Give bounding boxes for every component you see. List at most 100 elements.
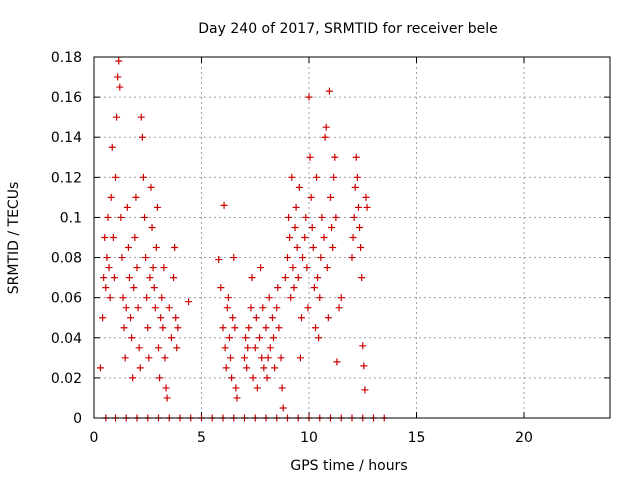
data-point-plus-marker [314,274,322,282]
data-point-plus-marker [217,284,225,292]
data-point-plus-marker [150,284,158,292]
data-point-plus-marker [262,324,270,332]
data-point-plus-marker [315,334,323,342]
data-point-plus-marker [132,193,140,201]
data-points [96,57,388,422]
data-point-plus-marker [110,274,118,282]
data-point-plus-marker [162,384,170,392]
data-point-plus-marker [277,354,285,362]
data-point-plus-marker [146,274,154,282]
data-point-plus-marker [233,394,241,402]
data-point-plus-marker [273,304,281,312]
data-point-plus-marker [278,384,286,392]
x-tick-label: 0 [90,430,99,446]
data-point-plus-marker [310,284,318,292]
data-point-plus-marker [333,358,341,366]
data-point-plus-marker [157,314,165,322]
data-point-plus-marker [360,362,368,370]
data-point-plus-marker [318,213,326,221]
data-point-plus-marker [128,334,136,342]
data-point-plus-marker [324,314,332,322]
y-tick-label: 0.04 [51,331,82,347]
data-point-plus-marker [131,234,139,241]
data-point-plus-marker [332,213,340,221]
data-point-plus-marker [256,334,264,342]
data-point-plus-marker [285,213,293,221]
data-point-plus-marker [287,294,295,302]
data-point-plus-marker [152,244,160,252]
data-point-plus-marker [220,201,228,209]
data-point-plus-marker [120,324,128,332]
data-point-plus-marker [247,304,255,312]
data-point-plus-marker [291,223,299,231]
data-point-plus-marker [275,324,283,332]
data-point-plus-marker [290,284,298,292]
data-point-plus-marker [115,57,123,65]
data-point-plus-marker [114,73,122,81]
data-point-plus-marker [129,374,137,382]
data-point-plus-marker [316,294,324,302]
plot-frame [93,56,611,419]
data-point-plus-marker [313,173,321,181]
x-axis-label: GPS time / hours [290,458,407,474]
data-point-plus-marker [357,244,365,252]
data-point-plus-marker [112,173,119,181]
data-point-plus-marker [103,254,111,262]
data-point-plus-marker [145,354,153,362]
data-point-plus-marker [271,364,279,372]
x-tick-label: 20 [515,430,533,446]
y-tick-label: 0.14 [51,130,82,146]
data-point-plus-marker [305,93,313,101]
data-point-plus-marker [251,344,259,352]
data-point-plus-marker [123,203,131,211]
data-point-plus-marker [172,314,180,322]
x-tick-label: 10 [300,430,318,446]
data-point-plus-marker [363,203,371,211]
data-point-plus-marker [295,183,303,191]
data-point-plus-marker [165,304,173,312]
data-point-plus-marker [153,203,161,211]
data-point-plus-marker [304,304,312,312]
data-point-plus-marker [119,294,127,302]
y-tick-label: 0.12 [51,170,82,186]
data-point-plus-marker [331,153,339,161]
data-point-plus-marker [230,254,238,262]
data-point-plus-marker [229,314,237,322]
data-point-plus-marker [134,304,142,312]
data-point-plus-marker [127,314,135,322]
data-point-plus-marker [325,87,333,95]
data-point-plus-marker [309,244,317,252]
data-point-plus-marker [185,298,193,306]
data-point-plus-marker [257,264,265,272]
data-point-plus-marker [174,324,182,332]
data-point-plus-marker [248,274,256,282]
data-point-plus-marker [358,274,366,282]
data-point-plus-marker [259,304,267,312]
data-point-plus-marker [141,213,149,221]
data-point-plus-marker [133,264,141,272]
data-point-plus-marker [107,193,115,201]
data-point-plus-marker [308,223,316,231]
y-tick-label: 0 [73,411,82,427]
data-point-plus-marker [249,374,257,382]
data-point-plus-marker [215,256,223,264]
data-point-plus-marker [149,264,157,272]
data-point-plus-marker [122,304,130,312]
data-point-plus-marker [109,234,117,241]
y-tick-label: 0.16 [51,90,82,106]
data-point-plus-marker [137,113,145,121]
data-point-plus-marker [350,213,358,221]
data-point-plus-marker [147,183,155,191]
data-point-plus-marker [242,334,250,342]
data-point-plus-marker [222,364,230,372]
data-point-plus-marker [142,254,150,262]
data-point-plus-marker [264,354,272,362]
data-point-plus-marker [288,173,296,181]
data-point-plus-marker [223,304,231,312]
data-point-plus-marker [330,173,338,181]
data-point-plus-marker [328,223,336,231]
data-point-plus-marker [159,324,167,332]
data-point-plus-marker [351,183,359,191]
data-point-plus-marker [156,374,164,382]
data-point-plus-marker [148,223,156,231]
